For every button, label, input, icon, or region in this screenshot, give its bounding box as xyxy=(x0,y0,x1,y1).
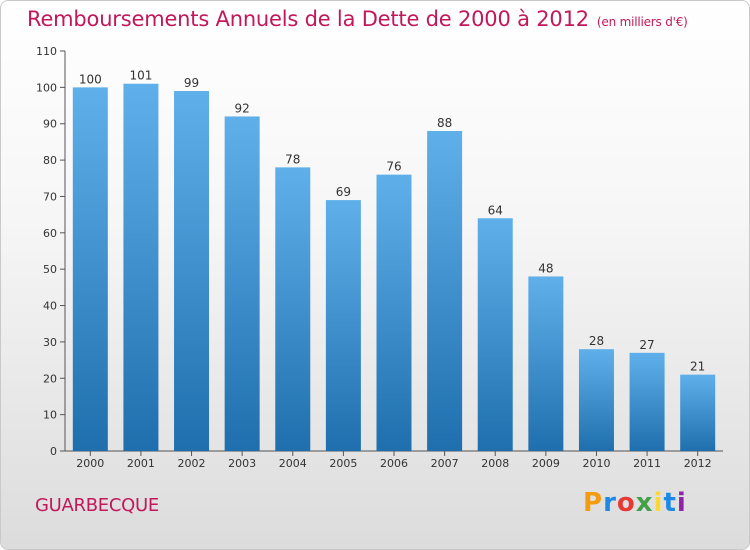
x-tick-label: 2008 xyxy=(481,457,509,470)
bar xyxy=(477,218,513,451)
bar xyxy=(275,167,311,451)
x-tick-label: 2010 xyxy=(582,457,610,470)
y-tick-label: 20 xyxy=(43,372,57,385)
value-label: 21 xyxy=(690,360,705,374)
bar xyxy=(224,116,260,452)
bar xyxy=(629,352,665,451)
bar xyxy=(427,131,463,451)
x-tick-label: 2003 xyxy=(228,457,256,470)
value-label: 101 xyxy=(129,69,152,83)
value-label: 27 xyxy=(639,338,654,352)
value-label: 100 xyxy=(79,72,102,86)
y-tick-label: 50 xyxy=(43,263,57,276)
bar xyxy=(578,349,614,451)
x-tick-label: 2011 xyxy=(633,457,661,470)
bars xyxy=(72,83,716,452)
bar xyxy=(528,276,564,451)
y-tick-label: 40 xyxy=(43,300,57,313)
x-tick-label: 2012 xyxy=(684,457,712,470)
x-tick-label: 2007 xyxy=(431,457,459,470)
bar xyxy=(680,374,716,451)
value-label: 48 xyxy=(538,261,553,275)
bar xyxy=(123,83,159,452)
commune-name: GUARBECQUE xyxy=(35,495,159,516)
x-tick-label: 2002 xyxy=(178,457,206,470)
x-tick-label: 2009 xyxy=(532,457,560,470)
y-tick-label: 90 xyxy=(43,118,57,131)
proxiti-logo: Proxiti xyxy=(583,488,687,518)
x-tick-label: 2001 xyxy=(127,457,155,470)
logo-letter: t xyxy=(663,488,677,518)
value-label: 64 xyxy=(488,203,503,217)
bar xyxy=(325,200,361,451)
logo-letter: o xyxy=(616,488,636,518)
value-label: 88 xyxy=(437,116,452,130)
bar xyxy=(174,91,210,451)
y-tick-label: 60 xyxy=(43,227,57,240)
y-tick-label: 30 xyxy=(43,336,57,349)
x-tick-label: 2004 xyxy=(279,457,307,470)
chart-title: Remboursements Annuels de la Dette de 20… xyxy=(27,7,688,31)
y-tick-label: 70 xyxy=(43,190,57,203)
logo-letter: P xyxy=(583,488,604,518)
y-tick-label: 0 xyxy=(50,445,57,458)
value-label: 69 xyxy=(336,185,351,199)
value-labels: 100 101 99 92 78 69 76 88 64 48 28 27 21 xyxy=(79,69,705,374)
x-tick-label: 2005 xyxy=(329,457,357,470)
title-text: Remboursements Annuels de la Dette de 20… xyxy=(27,7,589,31)
logo-letter: i xyxy=(653,488,664,518)
y-tick-label: 100 xyxy=(36,81,57,94)
y-tick-label: 80 xyxy=(43,154,57,167)
axes: 0 10 20 30 40 50 60 70 80 90 100 110 2000 2001 2002 200… xyxy=(36,45,723,470)
value-label: 28 xyxy=(589,334,604,348)
unit-label: (en milliers d'€) xyxy=(596,15,688,29)
value-label: 92 xyxy=(235,101,250,115)
bar xyxy=(376,174,412,452)
value-label: 99 xyxy=(184,76,199,90)
x-tick-label: 2000 xyxy=(76,457,104,470)
x-tick-label: 2006 xyxy=(380,457,408,470)
logo-letter: r xyxy=(603,488,617,518)
value-label: 78 xyxy=(285,152,300,166)
y-tick-label: 10 xyxy=(43,409,57,422)
logo-letter: x xyxy=(635,488,654,518)
value-label: 76 xyxy=(386,160,401,174)
bar xyxy=(72,87,108,451)
y-tick-label: 110 xyxy=(36,45,57,58)
logo-letter: i xyxy=(676,488,687,518)
